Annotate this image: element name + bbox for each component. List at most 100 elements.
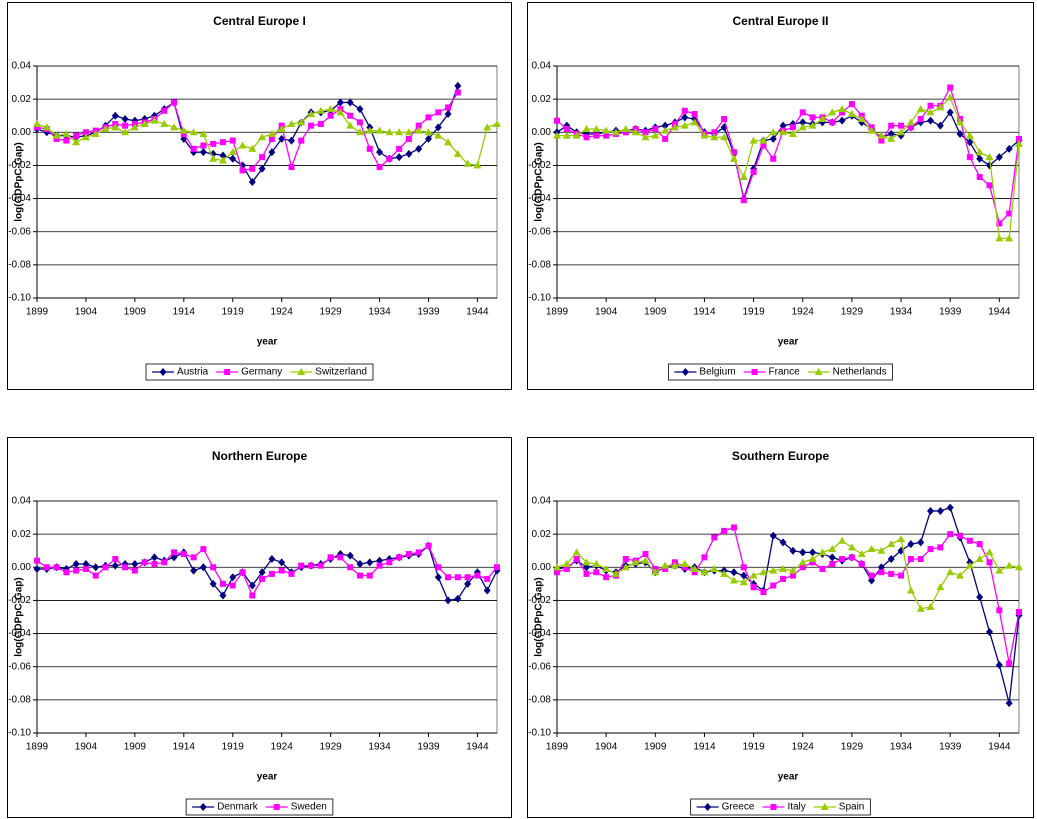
- y-axis-title: log(GDPpC-Gap): [14, 142, 25, 221]
- marker: [219, 591, 227, 600]
- marker: [700, 568, 709, 576]
- marker: [927, 116, 935, 125]
- y-tick-label: -0.10: [8, 728, 31, 739]
- chart-title: Central Europe I: [213, 14, 306, 28]
- marker: [839, 556, 846, 562]
- marker: [936, 506, 944, 515]
- marker: [121, 115, 129, 124]
- marker: [808, 121, 817, 129]
- marker: [219, 139, 226, 146]
- marker: [769, 566, 778, 574]
- marker: [593, 569, 600, 576]
- marker: [710, 564, 719, 572]
- marker: [700, 131, 709, 139]
- legend-item: Switzerland: [290, 367, 367, 378]
- legend-item: France: [743, 367, 800, 378]
- marker: [365, 126, 374, 134]
- marker: [161, 107, 168, 114]
- marker: [219, 151, 227, 160]
- marker: [317, 562, 324, 569]
- marker: [82, 129, 89, 136]
- marker: [141, 559, 148, 566]
- marker: [229, 137, 236, 144]
- marker: [681, 113, 689, 122]
- marker: [425, 114, 432, 121]
- marker: [1005, 144, 1013, 153]
- legend-box: [185, 798, 334, 816]
- marker: [621, 563, 630, 571]
- y-tick-label: 0.02: [12, 94, 32, 105]
- marker: [483, 586, 491, 595]
- marker: [199, 148, 207, 157]
- marker: [434, 123, 442, 132]
- x-tick-label: 1924: [792, 307, 815, 318]
- marker: [887, 129, 895, 138]
- marker: [554, 117, 560, 124]
- marker: [229, 582, 236, 589]
- marker: [917, 538, 925, 547]
- marker: [661, 561, 670, 569]
- legend-label: Germany: [241, 367, 282, 378]
- marker: [424, 128, 433, 136]
- marker: [603, 132, 610, 139]
- marker: [347, 112, 354, 119]
- marker: [770, 804, 777, 810]
- marker: [346, 98, 354, 107]
- legend-label: Denmark: [217, 802, 259, 813]
- marker: [91, 129, 100, 137]
- x-tick-label: 1944: [988, 307, 1011, 318]
- marker: [898, 572, 905, 579]
- marker: [814, 368, 823, 375]
- marker: [464, 574, 471, 581]
- y-tick-label: -0.02: [528, 595, 551, 606]
- x-tick-label: 1899: [26, 307, 49, 318]
- marker: [965, 561, 974, 569]
- marker: [111, 561, 119, 570]
- marker: [670, 561, 679, 569]
- marker: [611, 569, 620, 577]
- marker: [611, 128, 620, 136]
- marker: [82, 565, 89, 572]
- marker: [798, 558, 807, 566]
- x-tick-label: 1934: [368, 742, 391, 753]
- x-tick-label: 1924: [271, 307, 294, 318]
- marker: [63, 137, 70, 144]
- marker: [740, 571, 748, 580]
- legend-box: [668, 363, 893, 381]
- y-tick-label: 0.02: [532, 529, 552, 540]
- marker: [956, 129, 964, 138]
- marker: [690, 118, 699, 126]
- marker: [199, 129, 208, 137]
- y-tick-label: -0.02: [528, 160, 551, 171]
- y-tick-label: -0.06: [528, 661, 551, 672]
- marker: [111, 123, 120, 131]
- y-tick-label: -0.04: [8, 193, 31, 204]
- marker: [739, 578, 748, 586]
- legend-item: Austria: [152, 367, 209, 378]
- marker: [53, 564, 60, 571]
- marker: [996, 607, 1003, 614]
- marker: [268, 135, 275, 142]
- marker: [297, 118, 306, 126]
- marker: [690, 564, 699, 572]
- marker: [759, 136, 768, 144]
- marker: [906, 586, 915, 594]
- marker: [1015, 139, 1023, 147]
- marker: [425, 542, 432, 549]
- marker: [829, 119, 836, 126]
- marker: [190, 566, 198, 575]
- y-tick-label: 0.04: [532, 496, 552, 507]
- legend: Belgium France Netherlands: [668, 363, 893, 381]
- x-axis-title: year: [778, 337, 799, 348]
- marker: [788, 566, 797, 574]
- marker: [356, 572, 363, 579]
- x-tick-label: 1919: [222, 742, 245, 753]
- marker: [779, 128, 788, 136]
- y-tick-label: -0.06: [8, 226, 31, 237]
- marker: [780, 575, 787, 582]
- marker: [592, 124, 601, 132]
- marker: [453, 149, 462, 157]
- chart-panel: Southern Europe 0.04 0.02 0.00 -0.02 -0.04 -0.…: [527, 437, 1034, 818]
- marker: [62, 129, 71, 137]
- marker: [366, 145, 373, 152]
